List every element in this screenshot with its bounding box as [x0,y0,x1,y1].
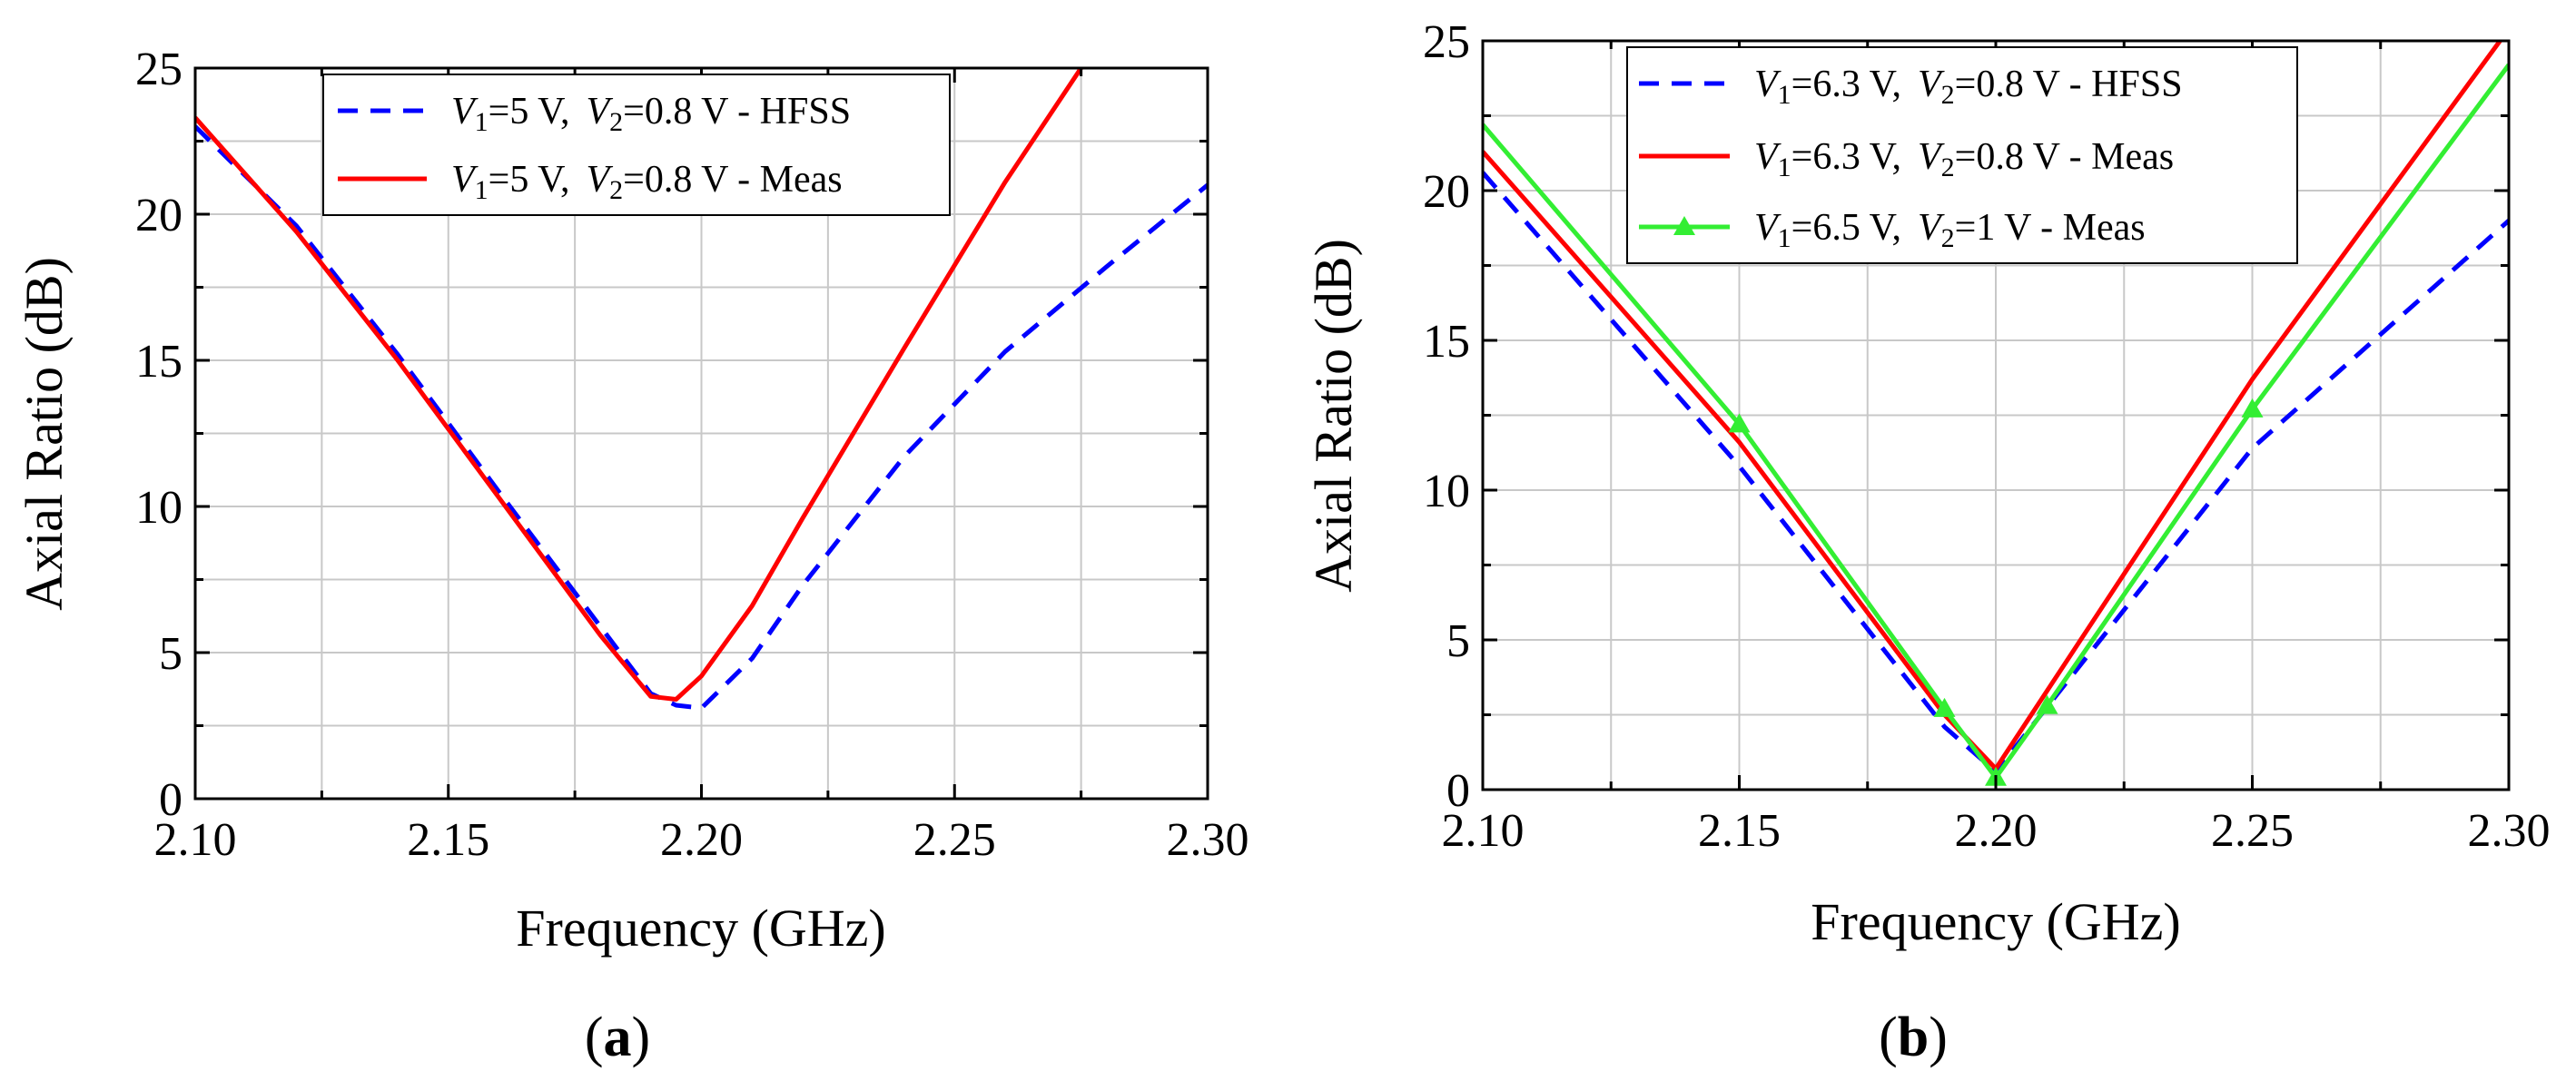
chart-panel-b: 2.10 2.15 2.20 2.25 2.30 0 5 10 15 20 25… [1304,16,2551,1068]
y-tick-label: 20 [135,190,183,241]
series-marker-2 [2036,694,2058,714]
x-axis-title-b: Frequency (GHz) [1811,892,2180,951]
y-tick-label: 0 [159,774,183,826]
series-line-0 [1483,171,2509,774]
series-marker-2 [1728,413,1751,433]
series-marker-2 [1933,697,1956,717]
y-tick-label: 0 [1446,765,1470,817]
legend-entry-meas: V1=6.3 V, V2=0.8 V - Meas [1754,136,2174,182]
x-tick-label: 2.30 [2468,805,2551,857]
series-line-1 [195,68,1083,702]
y-tick-label: 20 [1423,166,1470,218]
y-tick-labels-a: 0 5 10 15 20 25 [135,44,183,826]
x-tick-label: 2.20 [660,814,743,866]
y-tick-labels-b: 0 5 10 15 20 25 [1423,16,1470,817]
series-a [195,68,1208,711]
legend-box-b [1626,46,2298,264]
x-tick-label: 2.25 [2211,805,2294,857]
x-tick-label: 2.10 [154,814,237,866]
series-line-0 [195,124,1208,711]
legend-a: V1=5 V, V2=0.8 V - HFSS V1=5 V, V2=0.8 V -… [322,74,951,216]
y-tick-label: 25 [135,44,183,95]
y-tick-label: 5 [1446,615,1470,667]
legend-entry-meas2: V1=6.5 V, V2=1 V - Meas [1754,207,2146,253]
legend-b: V1=6.3 V, V2=0.8 V - HFSS V1=6.3 V, V2=0.8… [1626,46,2298,264]
x-tick-label: 2.30 [1167,814,1249,866]
x-tick-labels-b: 2.10 2.15 2.20 2.25 2.30 [1442,805,2551,857]
legend-entry-meas: V1=5 V, V2=0.8 V - Meas [451,159,843,205]
legend-entry-hfss: V1=6.3 V, V2=0.8 V - HFSS [1754,64,2183,110]
legend-box-a [322,74,951,216]
x-axis-title-a: Frequency (GHz) [516,899,885,958]
series-marker-2 [2241,398,2264,418]
x-tick-label: 2.25 [913,814,996,866]
y-axis-title-b: Axial Ratio (dB) [1304,239,1363,593]
y-axis-title-a: Axial Ratio (dB) [15,257,74,611]
y-tick-label: 5 [159,628,183,680]
y-tick-label: 10 [1423,466,1470,517]
x-tick-labels-a: 2.10 2.15 2.20 2.25 2.30 [154,814,1249,866]
x-tick-label: 2.15 [1698,805,1781,857]
x-tick-label: 2.20 [1955,805,2038,857]
y-tick-label: 15 [1423,316,1470,368]
legend-entry-hfss: V1=5 V, V2=0.8 V - HFSS [451,91,851,137]
panel-label-a: (a) [585,1007,650,1068]
y-tick-label: 10 [135,482,183,534]
panel-label-b: (b) [1879,1007,1948,1068]
x-tick-label: 2.10 [1442,805,1525,857]
y-tick-label: 15 [135,336,183,388]
x-tick-label: 2.15 [407,814,489,866]
y-tick-label: 25 [1423,16,1470,68]
chart-panel-a: 2.10 2.15 2.20 2.25 2.30 0 5 10 15 20 25… [15,44,1249,1068]
grid-a [195,68,1208,799]
legend-marker-triangle [1673,216,1695,235]
